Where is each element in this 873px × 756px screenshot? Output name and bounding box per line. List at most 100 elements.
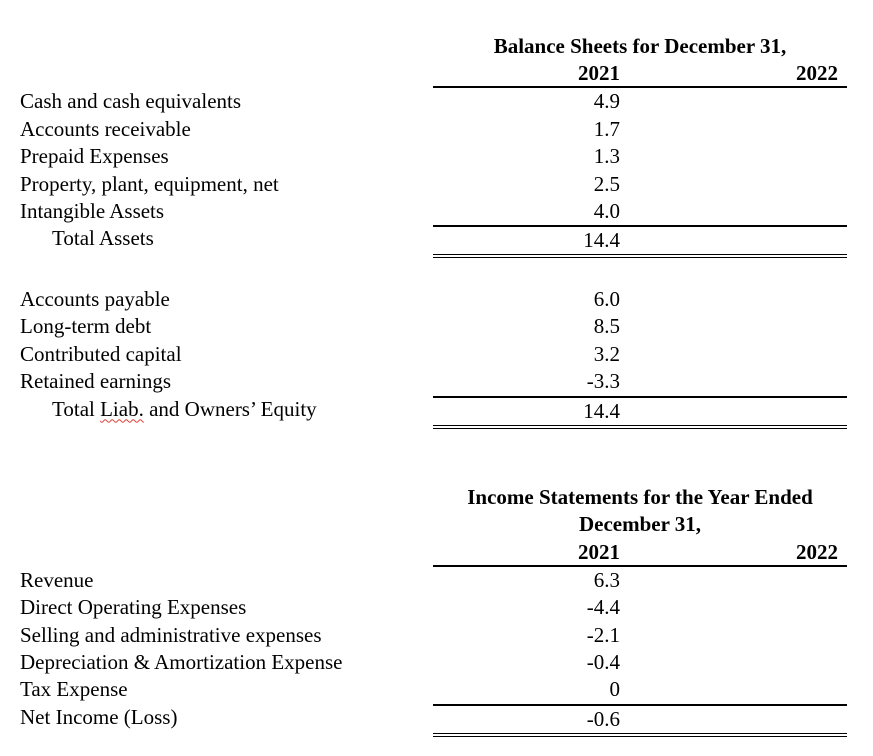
- table-row: Direct Operating Expenses -4.4: [0, 594, 873, 621]
- row-label: Accounts receivable: [20, 116, 191, 141]
- row-values: -4.4: [433, 594, 847, 621]
- row-values: 14.4: [433, 395, 847, 429]
- empty-label-cell: [0, 60, 433, 88]
- label-prefix: Total: [52, 396, 101, 421]
- row-label: Revenue: [20, 567, 94, 592]
- table-row: Prepaid Expenses 1.3: [0, 143, 873, 170]
- row-values: -2.1: [433, 622, 847, 649]
- value-2022: [620, 706, 847, 733]
- empty-label-cell: [0, 511, 433, 538]
- value-2021: 4.9: [593, 89, 620, 114]
- value-2022: [620, 649, 847, 676]
- value-2021: 0: [609, 677, 621, 702]
- row-values: 8.5: [433, 313, 847, 340]
- column-header-2021: 2021: [578, 539, 620, 564]
- table-row: Accounts payable 6.0: [0, 286, 873, 313]
- row-values: 6.3: [433, 567, 847, 594]
- value-2021: -0.6: [586, 706, 620, 731]
- empty-label-cell: [0, 33, 433, 60]
- row-label: Depreciation & Amortization Expense: [20, 649, 343, 674]
- value-2022: [620, 622, 847, 649]
- row-label: Prepaid Expenses: [20, 144, 169, 169]
- value-2021: 14.4: [583, 228, 620, 253]
- value-2022: [620, 143, 847, 170]
- net-income-row: Net Income (Loss) -0.6: [0, 703, 873, 737]
- table-row: Accounts receivable 1.7: [0, 116, 873, 143]
- table-row: Long-term debt 8.5: [0, 313, 873, 340]
- value-2022: [620, 171, 847, 198]
- row-label: Total Assets: [52, 226, 154, 251]
- row-label: Contributed capital: [20, 341, 182, 366]
- row-label: Long-term debt: [20, 314, 152, 339]
- balance-sheet-title-row: Balance Sheets for December 31,: [0, 33, 873, 60]
- row-label: Cash and cash equivalents: [20, 89, 242, 114]
- year-header-cells: 2021 2022: [433, 60, 847, 89]
- row-values: 6.0: [433, 286, 847, 313]
- row-values: 0: [433, 676, 847, 703]
- table-row: Contributed capital 3.2: [0, 341, 873, 368]
- row-label: Tax Expense: [20, 677, 128, 702]
- empty-label-cell: [0, 539, 433, 567]
- balance-sheet-title: Balance Sheets for December 31,: [493, 34, 787, 58]
- income-year-header-row: 2021 2022: [0, 539, 873, 567]
- row-label: Net Income (Loss): [20, 704, 178, 729]
- value-2022: [620, 594, 847, 621]
- row-label: Total Liab. and Owners’ Equity: [0, 396, 433, 429]
- income-statement-title-line2: December 31,: [578, 512, 702, 537]
- row-values: 3.2: [433, 341, 847, 368]
- table-row: Cash and cash equivalents 4.9: [0, 88, 873, 115]
- row-values: 14.4: [433, 225, 847, 259]
- balance-sheet-year-header-row: 2021 2022: [0, 60, 873, 89]
- income-statement-section: Income Statements for the Year Ended Dec…: [0, 484, 873, 737]
- income-title-row-1: Income Statements for the Year Ended: [0, 484, 873, 511]
- value-2022: [620, 286, 847, 313]
- value-2021: -2.1: [586, 622, 620, 647]
- table-row: Retained earnings -3.3: [0, 368, 873, 395]
- row-values: 1.7: [433, 116, 847, 143]
- empty-label-cell: [0, 484, 433, 511]
- year-header-cells: 2021 2022: [433, 539, 847, 567]
- value-2022: [620, 398, 847, 425]
- value-2021: -4.4: [586, 595, 620, 620]
- row-values: 2.5: [433, 171, 847, 198]
- value-2022: [620, 341, 847, 368]
- value-2021: 14.4: [583, 398, 620, 423]
- liabilities-equity-section: Accounts payable 6.0 Long-term debt 8.5 …: [0, 286, 873, 429]
- value-2021: -0.4: [586, 649, 620, 674]
- table-row: Tax Expense 0: [0, 676, 873, 703]
- table-row: Depreciation & Amortization Expense -0.4: [0, 649, 873, 676]
- label-suffix: and Owners’ Equity: [143, 396, 317, 421]
- row-label: Accounts payable: [20, 287, 170, 311]
- value-2021: 2.5: [593, 171, 620, 196]
- column-header-2022: 2022: [796, 539, 838, 564]
- value-2021: 8.5: [593, 314, 620, 339]
- table-row: Intangible Assets 4.0: [0, 198, 873, 225]
- income-statement-title-line1: Income Statements for the Year Ended: [467, 485, 813, 509]
- value-2022: [620, 227, 847, 254]
- value-2021: 6.3: [593, 567, 620, 592]
- row-label: Intangible Assets: [20, 198, 165, 223]
- value-2022: [620, 88, 847, 115]
- table-row: Selling and administrative expenses -2.1: [0, 622, 873, 649]
- balance-sheet-section: Balance Sheets for December 31, 2021 202…: [0, 33, 873, 259]
- row-values: -3.3: [433, 368, 847, 395]
- value-2022: [620, 567, 847, 594]
- value-2022: [620, 676, 847, 703]
- row-values: 4.9: [433, 88, 847, 115]
- value-2021: 1.3: [593, 144, 620, 169]
- table-row: Revenue 6.3: [0, 567, 873, 594]
- value-2021: 6.0: [593, 287, 620, 311]
- row-label: Property, plant, equipment, net: [20, 171, 279, 196]
- row-label: Retained earnings: [20, 369, 172, 394]
- row-values: -0.4: [433, 649, 847, 676]
- value-2021: 4.0: [593, 198, 620, 223]
- value-2022: [620, 313, 847, 340]
- row-values: 4.0: [433, 198, 847, 225]
- total-assets-row: Total Assets 14.4: [0, 225, 873, 259]
- row-values: 1.3: [433, 143, 847, 170]
- value-2022: [620, 198, 847, 225]
- value-2022: [620, 368, 847, 395]
- table-row: Property, plant, equipment, net 2.5: [0, 171, 873, 198]
- column-header-2022: 2022: [796, 61, 838, 86]
